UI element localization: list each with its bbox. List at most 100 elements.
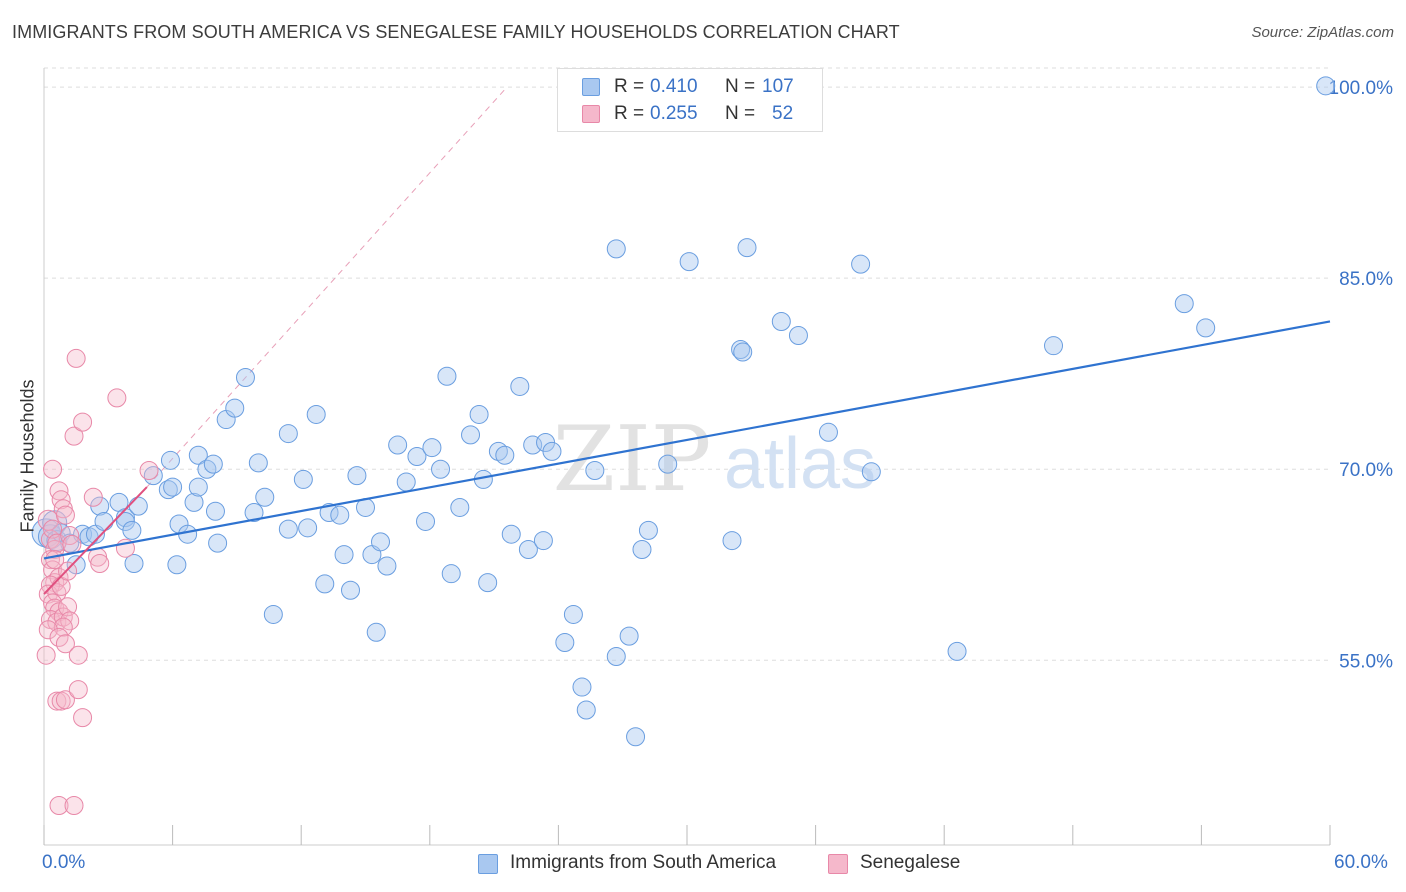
data-point-south-america	[1044, 336, 1064, 356]
data-point-south-america	[205, 501, 225, 521]
data-point-senegalese	[43, 519, 63, 539]
bottom-legend-swatch-pink	[828, 854, 848, 874]
data-point-south-america	[124, 553, 144, 573]
source-credit: Source: ZipAtlas.com	[1251, 24, 1394, 41]
data-point-south-america	[632, 539, 652, 559]
data-point-south-america	[1174, 294, 1194, 314]
data-point-south-america	[585, 461, 605, 481]
data-point-south-america	[478, 573, 498, 593]
bottom-legend-label: Immigrants from South America	[510, 852, 777, 873]
data-point-south-america	[679, 252, 699, 272]
data-point-senegalese	[43, 459, 63, 479]
data-point-senegalese	[73, 708, 93, 728]
data-point-south-america	[208, 533, 228, 553]
series-south-america-points	[31, 76, 1336, 747]
data-point-south-america	[122, 520, 142, 540]
data-point-senegalese	[68, 645, 88, 665]
data-point-south-america	[248, 453, 268, 473]
data-point-south-america	[555, 632, 575, 652]
data-point-south-america	[469, 404, 489, 424]
data-point-south-america	[388, 435, 408, 455]
bottom-legend-label: Senegalese	[860, 852, 961, 873]
data-point-south-america	[563, 604, 583, 624]
data-point-south-america	[330, 505, 350, 525]
data-point-senegalese	[55, 690, 75, 710]
x-tick-label-max: 60.0%	[1334, 852, 1388, 873]
data-point-south-america	[128, 496, 148, 516]
data-point-south-america	[278, 519, 298, 539]
data-point-south-america	[293, 469, 313, 489]
legend-n-label: N =	[725, 76, 756, 97]
data-point-south-america	[542, 441, 562, 461]
legend-n-value: 52	[772, 103, 794, 124]
data-point-senegalese	[139, 461, 159, 481]
y-tick-label: 70.0%	[1339, 460, 1393, 481]
data-point-south-america	[501, 524, 521, 544]
data-point-south-america	[422, 438, 442, 458]
data-point-south-america	[771, 311, 791, 331]
data-point-senegalese	[68, 680, 88, 700]
data-point-senegalese	[53, 617, 73, 637]
data-point-south-america	[315, 574, 335, 594]
data-point-senegalese	[49, 796, 69, 816]
data-point-south-america	[733, 342, 753, 362]
trend-lines	[43, 320, 1331, 595]
data-point-senegalese	[55, 634, 75, 654]
data-point-south-america	[334, 545, 354, 565]
watermark-atlas: atlas	[724, 424, 876, 504]
data-point-south-america	[861, 462, 881, 482]
correlation-legend: R = 0.410 N = 107 R = 0.255 N = 52	[557, 68, 823, 132]
data-point-south-america	[160, 450, 180, 470]
legend-swatch-blue	[582, 78, 600, 96]
trend-line-senegalese	[43, 486, 148, 595]
data-point-south-america	[197, 459, 217, 479]
data-point-south-america	[347, 466, 367, 486]
data-point-south-america	[722, 531, 742, 551]
data-point-south-america	[441, 564, 461, 584]
data-point-senegalese	[90, 553, 110, 573]
x-tick-label-min: 0.0%	[42, 852, 86, 873]
data-point-south-america	[203, 454, 223, 474]
data-point-south-america	[737, 238, 757, 258]
data-point-south-america	[818, 422, 838, 442]
data-point-south-america	[1196, 318, 1216, 338]
data-point-senegalese	[45, 550, 65, 570]
data-point-south-america	[188, 477, 208, 497]
trend-line-south-america	[43, 320, 1331, 560]
data-point-south-america	[461, 425, 481, 445]
y-axis-label: Family Households	[17, 379, 38, 533]
data-point-south-america	[235, 368, 255, 388]
data-point-south-america	[298, 518, 318, 538]
y-tick-label: 85.0%	[1339, 269, 1393, 290]
data-point-senegalese	[73, 412, 93, 432]
data-point-south-america	[278, 424, 298, 444]
data-point-senegalese	[64, 796, 84, 816]
data-point-south-america	[407, 447, 427, 466]
data-point-senegalese	[107, 388, 127, 408]
legend-r-label: R =	[614, 76, 645, 97]
data-point-senegalese	[83, 487, 103, 507]
legend-r-value: 0.410	[650, 76, 698, 97]
data-point-south-america	[244, 503, 264, 523]
watermark: ZIP atlas	[553, 407, 876, 512]
data-point-south-america	[606, 646, 626, 666]
data-point-south-america	[572, 677, 592, 697]
senegalese-trend-extension	[146, 86, 508, 488]
data-point-south-america	[184, 492, 204, 512]
legend-r-value: 0.255	[650, 103, 698, 124]
data-point-south-america	[576, 700, 596, 720]
legend-r-label: R =	[614, 103, 645, 124]
data-point-south-america	[167, 555, 187, 575]
data-point-south-america	[619, 626, 639, 646]
data-point-south-america	[533, 531, 553, 551]
y-tick-labels: 55.0% 70.0% 85.0% 100.0%	[1329, 78, 1394, 672]
data-point-south-america	[947, 641, 967, 661]
data-point-senegalese	[55, 505, 75, 525]
data-point-south-america	[510, 376, 530, 396]
data-point-senegalese	[36, 645, 56, 665]
trend-line-senegalese-extension	[146, 86, 508, 488]
data-point-south-america	[94, 511, 114, 531]
data-point-senegalese	[66, 348, 86, 368]
data-point-senegalese	[62, 534, 82, 554]
